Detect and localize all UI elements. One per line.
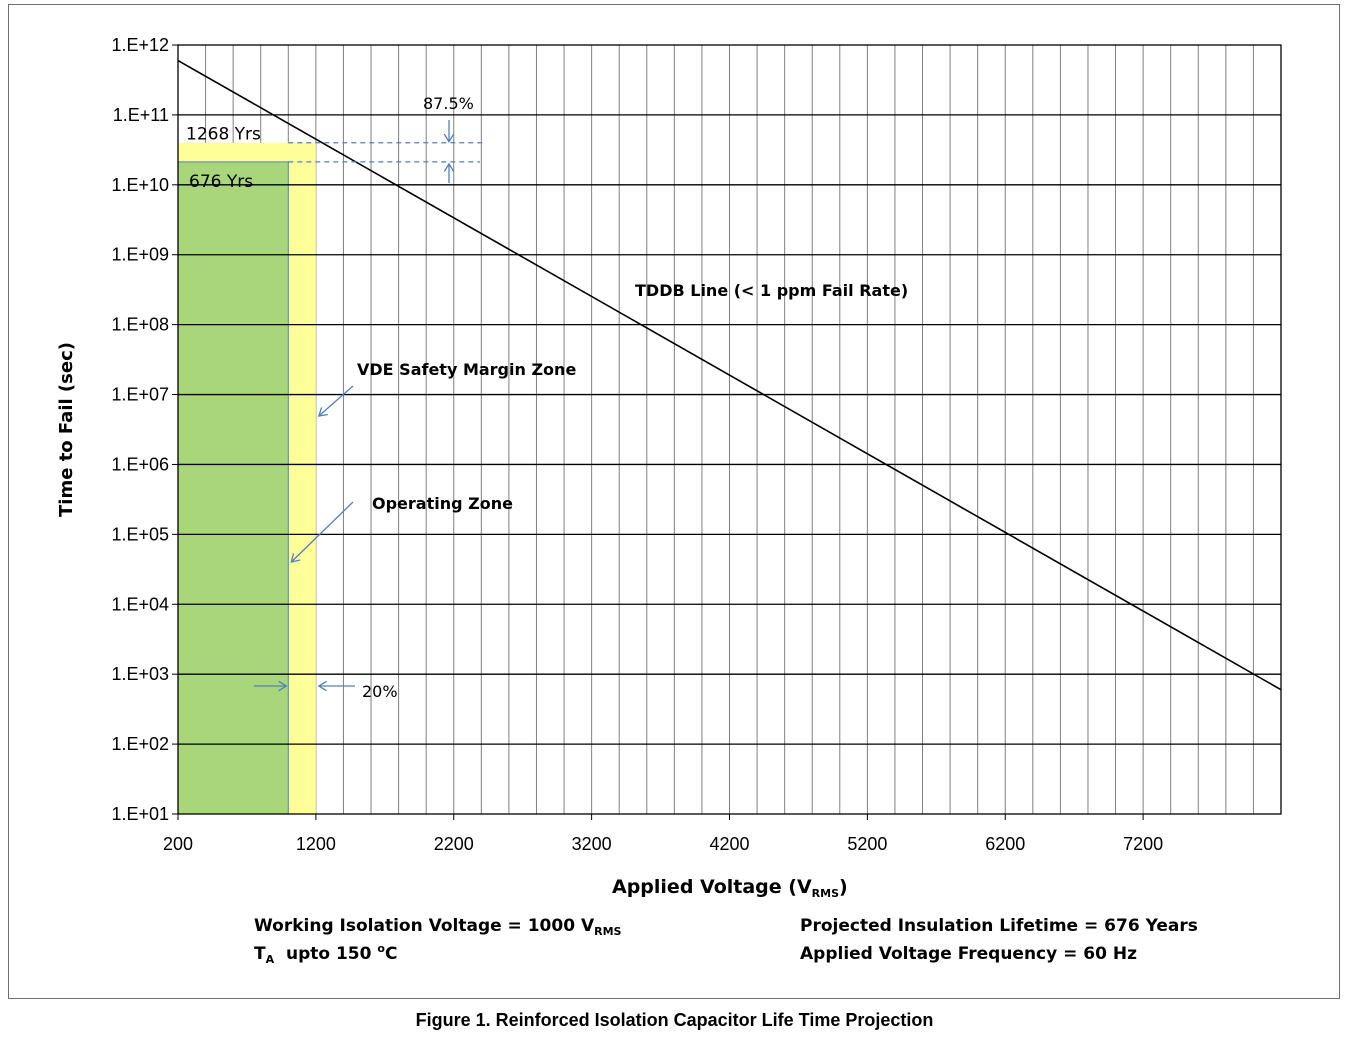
y-tick-label: 1.E+07	[111, 385, 169, 405]
side-margin-arrow-left-head	[317, 680, 327, 692]
y-tick-label: 1.E+05	[111, 524, 169, 544]
x-tick-label: 1200	[296, 834, 336, 854]
tddb-line-label: TDDB Line (< 1 ppm Fail Rate)	[635, 281, 908, 300]
working-voltage-note: Working Isolation Voltage = 1000 VRMS	[254, 916, 622, 938]
vde-years-label: 1268 Yrs	[186, 125, 261, 145]
x-tick-label: 7200	[1123, 834, 1163, 854]
y-tick-label: 1.E+12	[111, 35, 169, 55]
side-margin-percent-label: 20%	[362, 682, 398, 701]
side-margin-arrow-right-head	[278, 680, 288, 692]
y-tick-label: 1.E+06	[111, 454, 169, 474]
y-tick-label: 1.E+03	[111, 664, 169, 684]
lifetime-note: Projected Insulation Lifetime = 676 Year…	[800, 916, 1198, 936]
operating-pointer-arrow	[290, 501, 354, 563]
vde-pointer-arrow	[318, 385, 354, 417]
margin-arrow-down-head	[443, 133, 455, 143]
x-tick-label: 5200	[847, 834, 887, 854]
figure-caption: Figure 1. Reinforced Isolation Capacitor…	[415, 1010, 934, 1030]
chart-frame	[8, 4, 1340, 999]
x-tick-label: 6200	[985, 834, 1025, 854]
y-tick-label: 1.E+02	[111, 734, 169, 754]
y-tick-label: 1.E+04	[111, 594, 169, 614]
x-tick-label: 4200	[709, 834, 749, 854]
operating-pointer-arrow-head	[290, 553, 301, 563]
operating-zone	[177, 161, 289, 815]
operating-zone-label: Operating Zone	[372, 494, 513, 513]
frequency-note: Applied Voltage Frequency = 60 Hz	[800, 944, 1137, 964]
vde-pointer-arrow-head	[317, 407, 328, 417]
y-axis-title: Time to Fail (sec)	[56, 342, 77, 517]
x-tick-label: 3200	[572, 834, 612, 854]
temperature-note: TA upto 150 oC	[254, 942, 398, 966]
top-margin-percent-label: 87.5%	[423, 94, 474, 113]
y-tick-label: 1.E+08	[111, 315, 169, 335]
x-tick-label: 200	[163, 834, 193, 854]
operating-years-label: 676 Yrs	[189, 172, 253, 192]
y-tick-label: 1.E+11	[113, 105, 169, 125]
vde-zone-label: VDE Safety Margin Zone	[357, 360, 576, 379]
y-tick-label: 1.E+10	[111, 175, 169, 195]
tddb-line	[177, 59, 1282, 691]
y-tick-label: 1.E+09	[111, 245, 169, 265]
y-tick-label: 1.E+01	[111, 804, 169, 824]
x-axis-title: Applied Voltage (VRMS)	[612, 876, 848, 900]
margin-arrow-up-head	[443, 162, 455, 172]
x-tick-label: 2200	[434, 834, 474, 854]
